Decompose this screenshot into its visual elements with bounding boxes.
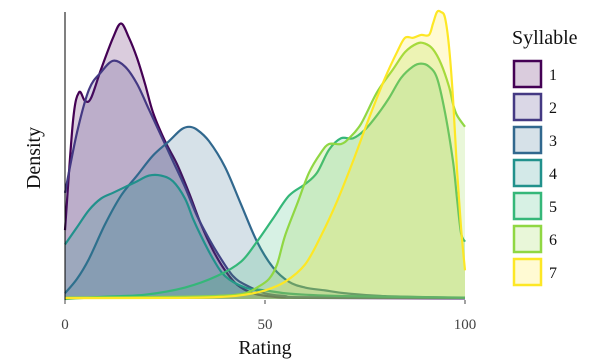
density-fill-syllable-2	[65, 60, 465, 300]
x-axis-label: Rating	[238, 337, 291, 359]
plot-areas	[63, 9, 467, 301]
legend-swatch-syllable-4	[512, 158, 543, 188]
legend-swatch-syllable-7	[512, 257, 543, 287]
x-tick-label: 100	[454, 317, 477, 333]
legend-title: Syllable	[512, 27, 578, 49]
legend-label-syllable-6: 6	[549, 232, 557, 249]
legend-swatch-syllable-6	[512, 224, 543, 254]
legend-label-syllable-5: 5	[549, 199, 557, 216]
x-tick-label: 0	[61, 317, 69, 333]
legend-label-syllable-1: 1	[549, 67, 557, 84]
x-ticks: 0 50 100	[61, 300, 476, 333]
density-line-syllable-7	[64, 9, 467, 300]
legend-label-syllable-4: 4	[549, 166, 557, 183]
y-axis-label: Density	[23, 127, 45, 189]
density-fill-syllable-1	[65, 23, 465, 299]
legend-swatch-syllable-3	[512, 125, 543, 155]
density-fill-syllable-4	[65, 174, 465, 299]
density-line-syllable-2	[63, 59, 466, 300]
legend-swatch-syllable-2	[512, 92, 543, 122]
density-fill-syllable-3	[65, 126, 465, 299]
legend-swatch-syllable-1	[512, 59, 543, 89]
legend-label-syllable-3: 3	[549, 133, 557, 150]
x-tick-label: 50	[258, 317, 273, 333]
density-line-syllable-3	[64, 125, 466, 299]
density-fill-syllable-5	[65, 63, 465, 299]
legend-swatch-syllable-5	[512, 191, 543, 221]
legend-label-syllable-2: 2	[549, 100, 557, 117]
density-line-syllable-4	[64, 173, 466, 299]
density-line-syllable-6	[64, 41, 466, 299]
legend-label-syllable-7: 7	[549, 265, 557, 282]
density-line-syllable-5	[64, 62, 466, 301]
density-fill-syllable-7	[65, 10, 465, 299]
legend: Syllable 1 2 3 4 5 6 7	[512, 27, 578, 287]
density-fill-syllable-6	[65, 42, 465, 300]
